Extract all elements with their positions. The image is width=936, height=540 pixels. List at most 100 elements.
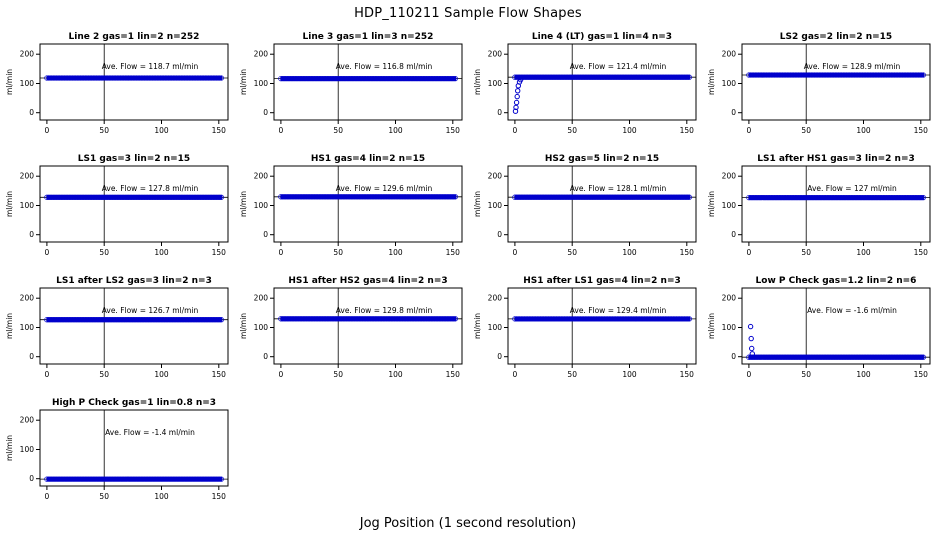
x-tick-label: 0	[279, 370, 284, 379]
panel-title: LS1 gas=3 lin=2 n=15	[78, 154, 190, 164]
y-tick-label: 0	[497, 108, 502, 117]
flow-point	[452, 316, 458, 322]
y-tick-label: 200	[20, 416, 35, 425]
flow-point	[217, 75, 223, 81]
x-tick-label: 50	[567, 370, 577, 379]
plot-box	[273, 165, 463, 243]
panel-annotation: Ave. Flow = 129.4 ml/min	[570, 306, 667, 315]
x-tick-label: 50	[333, 126, 343, 135]
panel-annotation: Ave. Flow = 126.7 ml/min	[102, 306, 199, 315]
y-tick-label: 200	[722, 294, 737, 303]
panel-y-axis-label: ml/min	[5, 69, 14, 95]
x-tick-label: 50	[801, 126, 811, 135]
panel-title: HS1 after LS1 gas=4 lin=2 n=3	[523, 276, 681, 286]
x-tick-label: 0	[747, 248, 752, 257]
plot-box	[39, 165, 229, 243]
x-tick-label: 100	[154, 126, 169, 135]
figure-title: HDP_110211 Sample Flow Shapes	[354, 6, 582, 21]
panel-title: Line 3 gas=1 lin=3 n=252	[303, 32, 434, 42]
panel-title: LS1 after HS1 gas=3 lin=2 n=3	[757, 154, 915, 164]
x-tick-label: 100	[856, 248, 871, 257]
x-tick-label: 50	[99, 370, 109, 379]
x-tick-label: 100	[154, 492, 169, 501]
x-tick-label: 0	[747, 370, 752, 379]
x-tick-label: 150	[212, 126, 227, 135]
panel-12: Low P Check gas=1.2 lin=2 n=6 0 50 100 150 0 1…	[707, 276, 931, 379]
flow-point	[452, 194, 458, 200]
y-tick-label: 0	[263, 230, 268, 239]
flow-point	[686, 194, 692, 200]
flow-point	[685, 194, 691, 200]
x-tick-label: 150	[212, 248, 227, 257]
x-tick-label: 50	[801, 370, 811, 379]
panel-annotation: Ave. Flow = 127 ml/min	[807, 184, 897, 193]
panel-annotation: Ave. Flow = 128.9 ml/min	[804, 62, 901, 71]
panel-title: LS1 after LS2 gas=3 lin=2 n=3	[56, 276, 212, 286]
panel-annotation: Ave. Flow = 121.4 ml/min	[570, 62, 667, 71]
y-tick-label: 200	[254, 294, 269, 303]
panel-title: Low P Check gas=1.2 lin=2 n=6	[756, 276, 917, 286]
panel-y-axis-label: ml/min	[473, 313, 482, 339]
x-tick-label: 50	[333, 370, 343, 379]
x-tick-label: 100	[388, 126, 403, 135]
flow-point	[917, 72, 923, 78]
y-tick-label: 0	[731, 230, 736, 239]
plot-box	[741, 43, 931, 121]
x-tick-label: 0	[45, 248, 50, 257]
panel-title: HS2 gas=5 lin=2 n=15	[545, 154, 659, 164]
panel-y-axis-label: ml/min	[707, 69, 716, 95]
x-tick-label: 100	[856, 126, 871, 135]
y-tick-label: 0	[731, 108, 736, 117]
flow-point	[218, 75, 224, 81]
y-tick-label: 0	[497, 230, 502, 239]
y-tick-label: 200	[722, 50, 737, 59]
x-tick-label: 50	[801, 248, 811, 257]
flow-point	[215, 476, 221, 482]
x-axis-label: Jog Position (1 second resolution)	[359, 516, 577, 531]
x-tick-label: 0	[279, 248, 284, 257]
y-tick-label: 100	[488, 79, 503, 88]
panel-annotation: Ave. Flow = 116.8 ml/min	[336, 62, 433, 71]
panel-y-axis-label: ml/min	[707, 191, 716, 217]
y-tick-label: 100	[722, 201, 737, 210]
flow-outlier-point	[748, 335, 754, 342]
panel-y-axis-label: ml/min	[239, 313, 248, 339]
x-tick-label: 50	[99, 492, 109, 501]
flow-outlier-point	[747, 323, 754, 330]
flow-outlier-point	[749, 345, 755, 352]
panel-title: HS1 gas=4 lin=2 n=15	[311, 154, 425, 164]
plot-box	[741, 165, 931, 243]
panel-11: HS1 after LS1 gas=4 lin=2 n=3 0 50 100 150 0 1…	[473, 276, 697, 379]
y-tick-label: 0	[29, 352, 34, 361]
x-tick-label: 100	[622, 248, 637, 257]
panel-9: LS1 after LS2 gas=3 lin=2 n=3 0 50 100 150 0 1…	[5, 276, 229, 379]
panel-10: HS1 after HS2 gas=4 lin=2 n=3 0 50 100 150 0 1…	[239, 276, 463, 379]
flow-point	[451, 316, 457, 322]
panel-annotation: Ave. Flow = 129.6 ml/min	[336, 184, 433, 193]
y-tick-label: 0	[263, 108, 268, 117]
y-tick-label: 200	[254, 172, 269, 181]
y-tick-label: 200	[488, 172, 503, 181]
x-tick-label: 150	[914, 126, 929, 135]
flow-point	[451, 194, 457, 200]
plot-box	[507, 287, 697, 365]
x-tick-label: 100	[622, 370, 637, 379]
flow-point	[919, 354, 925, 360]
y-tick-label: 200	[488, 294, 503, 303]
x-tick-label: 100	[856, 370, 871, 379]
x-tick-label: 150	[446, 370, 461, 379]
x-tick-label: 150	[914, 248, 929, 257]
plot-box	[507, 43, 697, 121]
x-tick-label: 150	[446, 248, 461, 257]
panel-1: Line 2 gas=1 lin=2 n=252 0 50 100 150 0 100 200…	[5, 32, 229, 135]
y-tick-label: 100	[488, 201, 503, 210]
panel-annotation: Ave. Flow = 127.8 ml/min	[102, 184, 199, 193]
x-tick-label: 0	[513, 126, 518, 135]
panel-5: LS1 gas=3 lin=2 n=15 0 50 100 150 0 100 200 ml/m…	[5, 154, 229, 257]
y-tick-label: 200	[20, 172, 35, 181]
panel-6: HS1 gas=4 lin=2 n=15 0 50 100 150 0 100 200 ml/m…	[239, 154, 463, 257]
panel-annotation: Ave. Flow = -1.6 ml/min	[807, 306, 897, 315]
flow-point	[920, 354, 926, 360]
panel-y-axis-label: ml/min	[473, 191, 482, 217]
y-tick-label: 0	[497, 352, 502, 361]
